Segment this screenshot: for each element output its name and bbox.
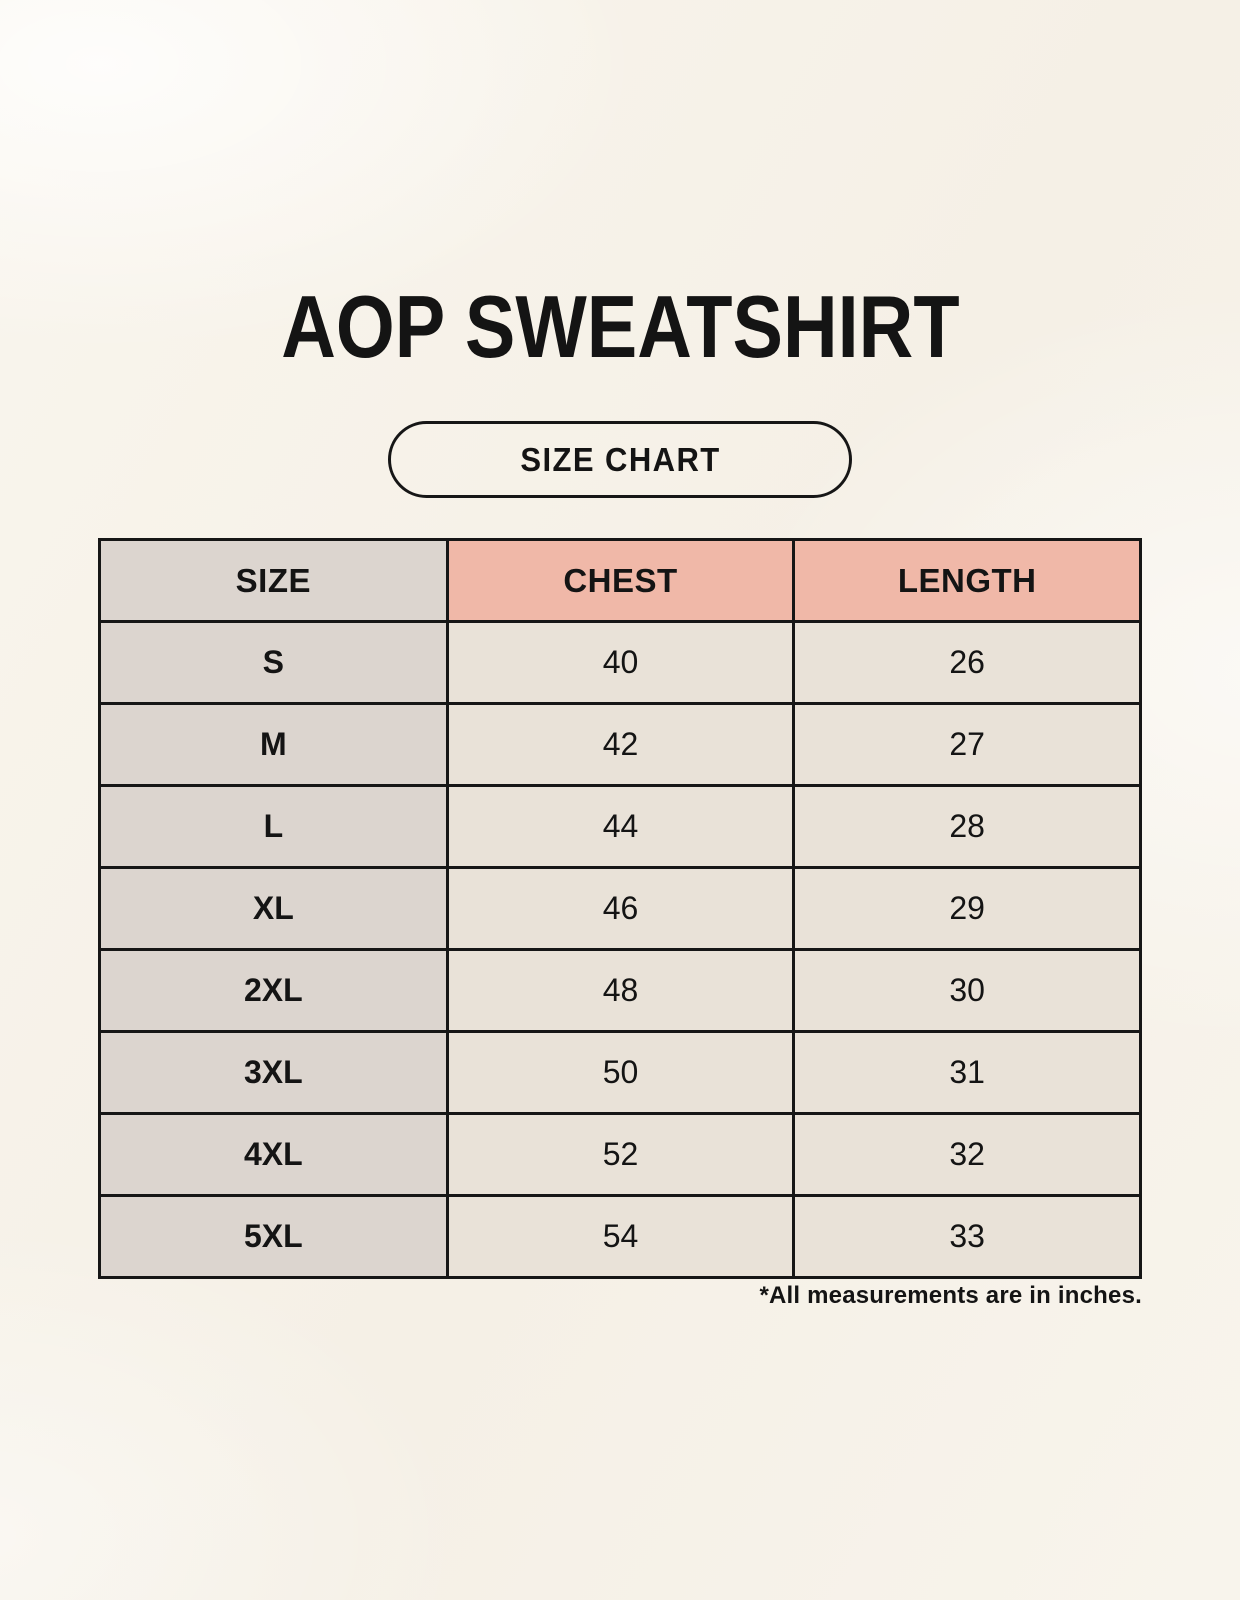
chest-cell: 48 [445,948,796,1033]
column-header-chest: CHEST [445,538,796,623]
chest-cell: 40 [445,620,796,705]
table-row: S 40 26 [98,620,1142,705]
size-cell: 5XL [98,1194,449,1279]
table-row: 2XL 48 30 [98,948,1142,1033]
table-row: 5XL 54 33 [98,1194,1142,1279]
table-row: 4XL 52 32 [98,1112,1142,1197]
size-chart-badge-label: SIZE CHART [519,440,721,478]
size-cell: 4XL [98,1112,449,1197]
chest-cell: 42 [445,702,796,787]
size-cell: L [98,784,449,869]
measurements-footnote: *All measurements are in inches. [759,1282,1142,1309]
size-chart-table: SIZE CHEST LENGTH S 40 26 M 42 27 L 44 28 XL 46 29 2… [98,538,1142,1279]
length-cell: 33 [792,1194,1142,1279]
table-row: M 42 27 [98,702,1142,787]
table-row: L 44 28 [98,784,1142,869]
table-row: 3XL 50 31 [98,1030,1142,1115]
length-cell: 27 [792,702,1142,787]
size-chart-header: SIZE CHEST LENGTH [98,538,1142,623]
length-cell: 32 [792,1112,1142,1197]
table-row: XL 46 29 [98,866,1142,951]
length-cell: 29 [792,866,1142,951]
chest-cell: 50 [445,1030,796,1115]
header-row: SIZE CHEST LENGTH [98,538,1142,623]
page-title-text: AOP SWEATSHIRT [280,277,960,376]
size-cell: S [98,620,449,705]
length-cell: 31 [792,1030,1142,1115]
column-header-size: SIZE [98,538,449,623]
chest-cell: 44 [445,784,796,869]
size-cell: 2XL [98,948,449,1033]
length-cell: 26 [792,620,1142,705]
size-cell: XL [98,866,449,951]
chest-cell: 46 [445,866,796,951]
chest-cell: 52 [445,1112,796,1197]
chest-cell: 54 [445,1194,796,1279]
size-table-body: S 40 26 M 42 27 L 44 28 XL 46 29 2XL 48 30 3XL 50 31 4XL 52… [98,620,1142,1279]
size-chart-badge: SIZE CHART [388,421,852,498]
page-title: AOP SWEATSHIRT [0,283,1240,371]
length-cell: 28 [792,784,1142,869]
size-cell: M [98,702,449,787]
column-header-length: LENGTH [792,538,1142,623]
size-cell: 3XL [98,1030,449,1115]
length-cell: 30 [792,948,1142,1033]
